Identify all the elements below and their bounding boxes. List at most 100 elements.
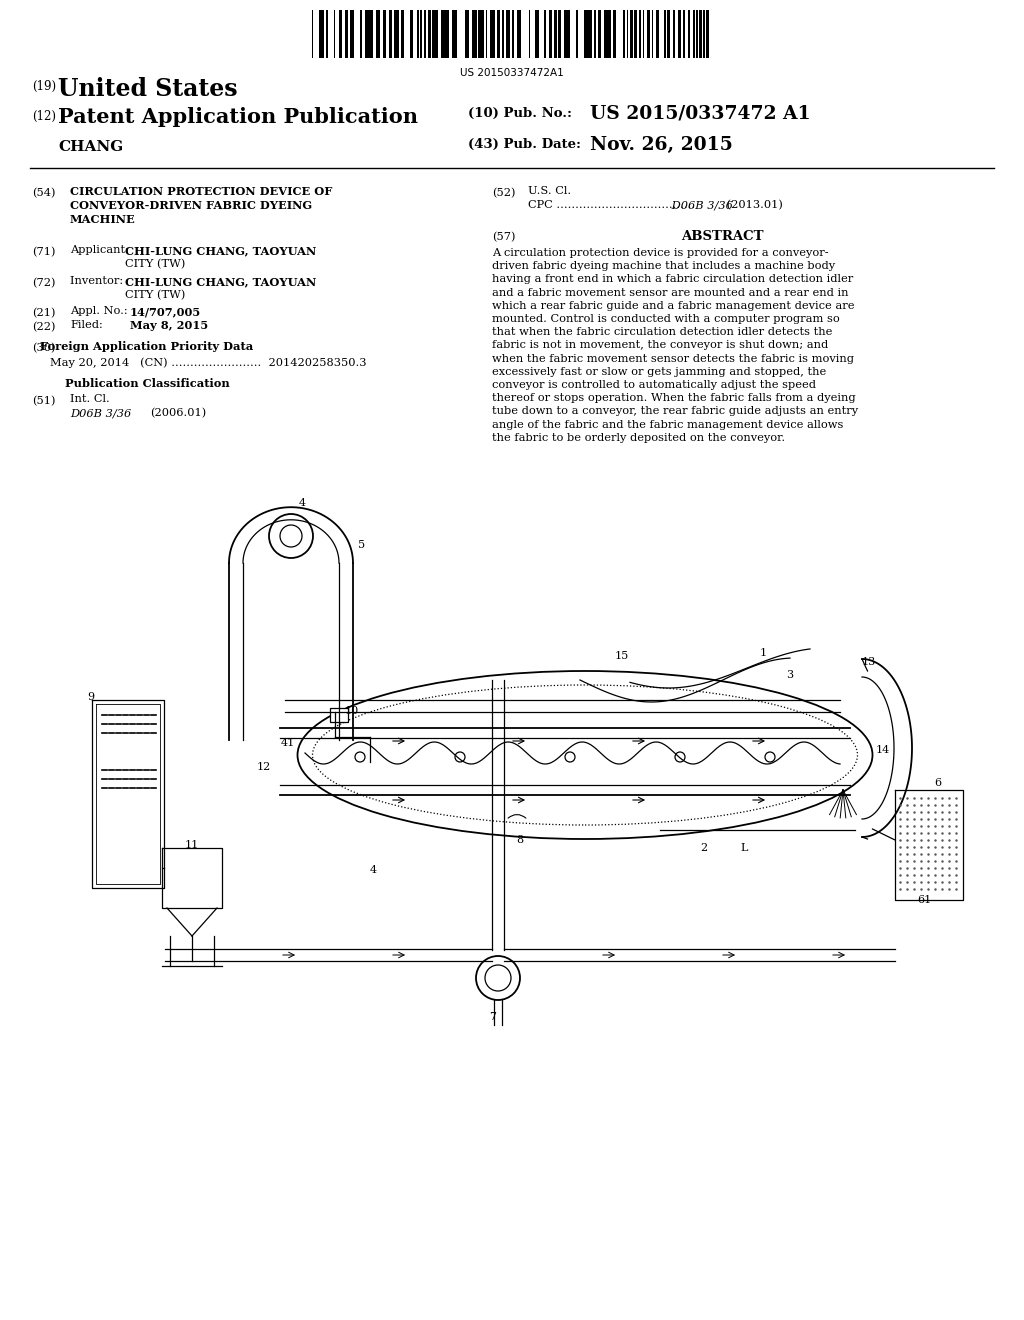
Bar bbox=[401, 11, 404, 58]
Bar bbox=[639, 11, 641, 58]
Bar bbox=[631, 11, 633, 58]
Text: 11: 11 bbox=[185, 840, 200, 850]
Text: D06B 3/36: D06B 3/36 bbox=[668, 201, 733, 210]
Bar bbox=[428, 11, 431, 58]
Bar bbox=[512, 11, 514, 58]
Text: Filed:: Filed: bbox=[70, 319, 102, 330]
Text: 12: 12 bbox=[257, 762, 271, 772]
Bar bbox=[345, 11, 348, 58]
Text: 15: 15 bbox=[615, 651, 630, 661]
Bar bbox=[687, 11, 690, 58]
Bar bbox=[420, 11, 422, 58]
Bar bbox=[376, 11, 380, 58]
Text: thereof or stops operation. When the fabric falls from a dyeing: thereof or stops operation. When the fab… bbox=[492, 393, 856, 403]
Bar bbox=[623, 11, 626, 58]
Text: Inventor:: Inventor: bbox=[70, 276, 130, 286]
Text: (12): (12) bbox=[32, 110, 56, 123]
Bar bbox=[535, 11, 539, 58]
Bar bbox=[707, 11, 709, 58]
Text: 7: 7 bbox=[489, 1012, 496, 1022]
Text: (10) Pub. No.:: (10) Pub. No.: bbox=[468, 107, 572, 120]
Bar bbox=[478, 11, 484, 58]
Bar bbox=[594, 11, 596, 58]
Text: CHI-LUNG CHANG, TAOYUAN: CHI-LUNG CHANG, TAOYUAN bbox=[125, 246, 316, 256]
Text: CIRCULATION PROTECTION DEVICE OF: CIRCULATION PROTECTION DEVICE OF bbox=[70, 186, 333, 197]
Bar bbox=[330, 708, 348, 722]
Bar bbox=[383, 11, 386, 58]
Text: Nov. 26, 2015: Nov. 26, 2015 bbox=[590, 136, 733, 154]
Text: (2013.01): (2013.01) bbox=[723, 201, 783, 210]
Bar bbox=[604, 11, 611, 58]
Bar bbox=[502, 11, 504, 58]
Bar bbox=[472, 11, 477, 58]
Text: excessively fast or slow or gets jamming and stopped, the: excessively fast or slow or gets jamming… bbox=[492, 367, 826, 376]
Text: A circulation protection device is provided for a conveyor-: A circulation protection device is provi… bbox=[492, 248, 828, 257]
Bar bbox=[693, 11, 695, 58]
Text: Patent Application Publication: Patent Application Publication bbox=[58, 107, 418, 127]
Text: U.S. Cl.: U.S. Cl. bbox=[528, 186, 571, 195]
Text: 4: 4 bbox=[370, 865, 377, 875]
Text: (19): (19) bbox=[32, 81, 56, 92]
Text: 3: 3 bbox=[786, 671, 794, 680]
Text: 41: 41 bbox=[281, 738, 295, 748]
Text: D06B 3/36: D06B 3/36 bbox=[70, 408, 131, 418]
Bar bbox=[585, 11, 592, 58]
Text: (43) Pub. Date:: (43) Pub. Date: bbox=[468, 139, 581, 150]
Bar bbox=[424, 11, 426, 58]
Bar bbox=[643, 11, 644, 58]
Text: 4: 4 bbox=[299, 498, 306, 508]
Text: (57): (57) bbox=[492, 232, 515, 243]
Text: (21): (21) bbox=[32, 308, 55, 318]
Text: when the fabric movement sensor detects the fabric is moving: when the fabric movement sensor detects … bbox=[492, 354, 854, 363]
Text: May 20, 2014   (CN) ........................  201420258350.3: May 20, 2014 (CN) ......................… bbox=[50, 356, 367, 367]
Bar bbox=[452, 11, 458, 58]
Text: (2006.01): (2006.01) bbox=[150, 408, 206, 418]
Bar bbox=[340, 11, 342, 58]
Text: (30): (30) bbox=[32, 343, 55, 354]
Text: (52): (52) bbox=[492, 187, 515, 198]
Bar bbox=[418, 11, 419, 58]
Text: (22): (22) bbox=[32, 322, 55, 333]
Bar bbox=[696, 11, 698, 58]
Text: fabric is not in movement, the conveyor is shut down; and: fabric is not in movement, the conveyor … bbox=[492, 341, 828, 350]
Text: (51): (51) bbox=[32, 396, 55, 407]
Text: having a front end in which a fabric circulation detection idler: having a front end in which a fabric cir… bbox=[492, 275, 853, 284]
Text: that when the fabric circulation detection idler detects the: that when the fabric circulation detecti… bbox=[492, 327, 833, 337]
Text: the fabric to be orderly deposited on the conveyor.: the fabric to be orderly deposited on th… bbox=[492, 433, 785, 442]
Text: conveyor is controlled to automatically adjust the speed: conveyor is controlled to automatically … bbox=[492, 380, 816, 389]
Bar bbox=[699, 11, 701, 58]
Bar bbox=[558, 11, 561, 58]
Text: CITY (TW): CITY (TW) bbox=[125, 259, 185, 269]
Text: May 8, 2015: May 8, 2015 bbox=[130, 319, 208, 331]
Text: 61: 61 bbox=[918, 895, 931, 906]
Text: US 20150337472A1: US 20150337472A1 bbox=[460, 69, 564, 78]
Bar bbox=[683, 11, 685, 58]
Text: ABSTRACT: ABSTRACT bbox=[681, 230, 763, 243]
Text: MACHINE: MACHINE bbox=[70, 214, 136, 224]
Bar bbox=[613, 11, 615, 58]
Text: angle of the fabric and the fabric management device allows: angle of the fabric and the fabric manag… bbox=[492, 420, 844, 429]
Bar bbox=[627, 11, 628, 58]
Bar bbox=[366, 11, 373, 58]
Bar bbox=[656, 11, 659, 58]
Text: (71): (71) bbox=[32, 247, 55, 257]
Bar bbox=[394, 11, 398, 58]
Bar bbox=[554, 11, 557, 58]
Text: CHI-LUNG CHANG, TAOYUAN: CHI-LUNG CHANG, TAOYUAN bbox=[125, 276, 316, 286]
Text: 13: 13 bbox=[862, 657, 877, 667]
Bar bbox=[634, 11, 637, 58]
Text: 9: 9 bbox=[87, 692, 94, 702]
Text: mounted. Control is conducted with a computer program so: mounted. Control is conducted with a com… bbox=[492, 314, 840, 323]
Text: 14/707,005: 14/707,005 bbox=[130, 306, 201, 317]
Text: Applicant:: Applicant: bbox=[70, 246, 132, 255]
Bar bbox=[544, 11, 546, 58]
Text: (72): (72) bbox=[32, 279, 55, 288]
Bar bbox=[549, 11, 552, 58]
Bar bbox=[326, 11, 328, 58]
Text: Foreign Application Priority Data: Foreign Application Priority Data bbox=[40, 341, 254, 352]
Bar bbox=[497, 11, 500, 58]
Text: driven fabric dyeing machine that includes a machine body: driven fabric dyeing machine that includ… bbox=[492, 261, 836, 271]
Text: 6: 6 bbox=[934, 777, 941, 788]
Text: Appl. No.:: Appl. No.: bbox=[70, 306, 128, 315]
Text: United States: United States bbox=[58, 77, 238, 102]
